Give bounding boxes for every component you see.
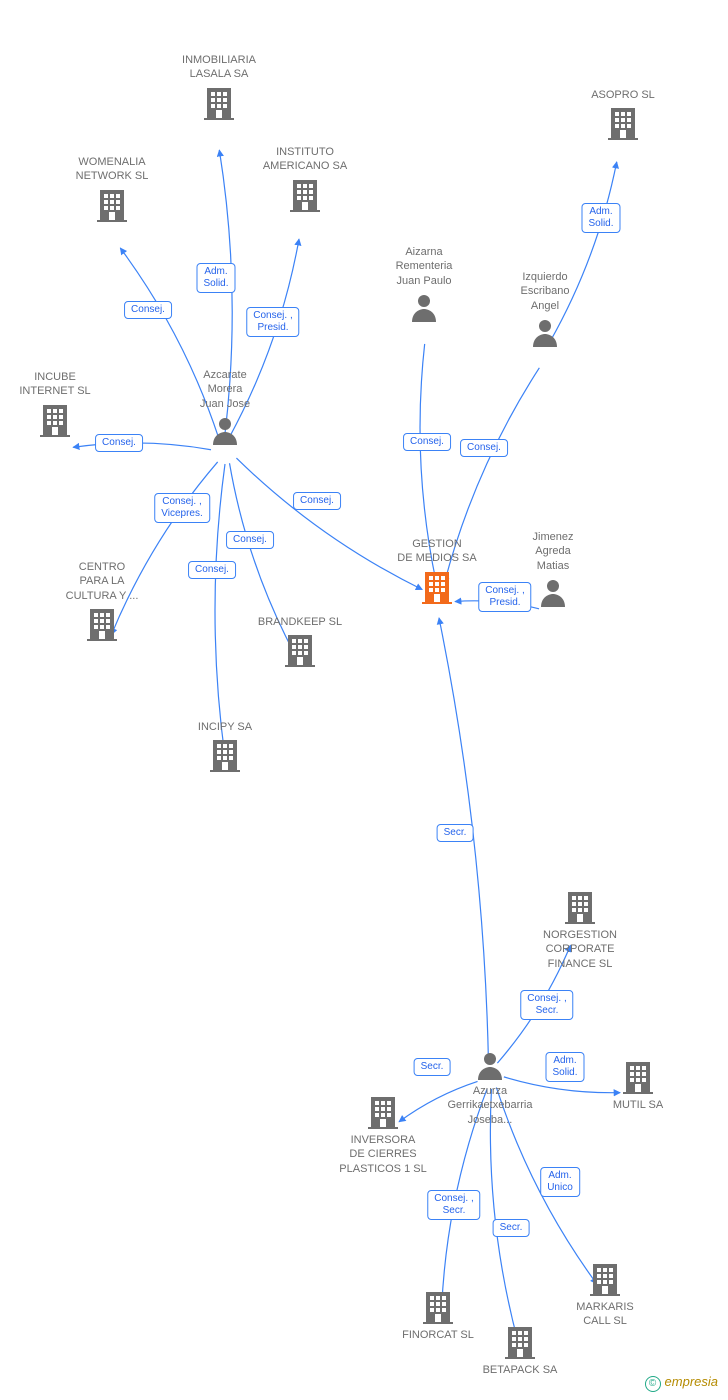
edge-label: Adm. Solid. — [545, 1052, 584, 1082]
node-label: AizarnaRementeriaJuan Paulo — [364, 245, 484, 288]
node-label: ASOPRO SL — [563, 88, 683, 102]
node-label: MUTIL SA — [578, 1098, 698, 1112]
edge-label: Consej. , Secr. — [520, 990, 573, 1020]
node-label: GESTIONDE MEDIOS SA — [377, 537, 497, 566]
edge-label: Secr. — [493, 1219, 530, 1237]
node-label: BRANDKEEP SL — [240, 615, 360, 629]
building-icon — [165, 738, 285, 772]
node-inversora[interactable]: INVERSORADE CIERRESPLASTICOS 1 SL — [323, 1095, 443, 1176]
edge-label: Consej. , Secr. — [427, 1190, 480, 1220]
node-mutil[interactable]: MUTIL SA — [578, 1060, 698, 1112]
node-label: CENTROPARA LACULTURA Y ... — [42, 560, 162, 603]
node-label: INVERSORADE CIERRESPLASTICOS 1 SL — [323, 1133, 443, 1176]
node-womenalia[interactable]: WOMENALIANETWORK SL — [52, 155, 172, 222]
node-incipy[interactable]: INCIPY SA — [165, 720, 285, 772]
node-markaris[interactable]: MARKARISCALL SL — [545, 1262, 665, 1329]
edge-azcarate-incipy — [215, 464, 225, 757]
building-icon — [0, 403, 115, 437]
node-label: IzquierdoEscribanoAngel — [485, 270, 605, 313]
building-icon — [42, 607, 162, 641]
node-betapack[interactable]: BETAPACK SA — [460, 1325, 580, 1377]
edge-label: Consej. — [124, 301, 172, 319]
node-aizarna[interactable]: AizarnaRementeriaJuan Paulo — [364, 245, 484, 322]
building-icon — [520, 890, 640, 924]
node-centro[interactable]: CENTROPARA LACULTURA Y ... — [42, 560, 162, 641]
building-icon — [378, 1290, 498, 1324]
edge-label: Consej. — [403, 433, 451, 451]
building-icon — [578, 1060, 698, 1094]
edge-label: Consej. — [95, 434, 143, 452]
node-brandkeep[interactable]: BRANDKEEP SL — [240, 615, 360, 667]
building-icon — [52, 188, 172, 222]
edge-label: Adm. Unico — [540, 1167, 580, 1197]
node-label: AzcarateMoreraJuan Jose — [165, 368, 285, 411]
node-label: AzurzaGerrikaetxebarriaJoseba... — [430, 1084, 550, 1127]
node-inmobiliaria[interactable]: INMOBILIARIALASALA SA — [159, 53, 279, 120]
node-incube[interactable]: INCUBEINTERNET SL — [0, 370, 115, 437]
building-icon — [563, 106, 683, 140]
node-label: INSTITUTOAMERICANO SA — [245, 145, 365, 174]
building-icon — [545, 1262, 665, 1296]
node-azcarate[interactable]: AzcarateMoreraJuan Jose — [165, 368, 285, 445]
edge-label: Adm. Solid. — [581, 203, 620, 233]
edge-label: Consej. , Presid. — [246, 307, 299, 337]
node-label: INCIPY SA — [165, 720, 285, 734]
watermark: © empresia — [645, 1374, 718, 1392]
node-instituto[interactable]: INSTITUTOAMERICANO SA — [245, 145, 365, 212]
node-norgestion[interactable]: NORGESTIONCORPORATEFINANCE SL — [520, 890, 640, 971]
edge-label: Consej. — [188, 561, 236, 579]
building-icon — [323, 1095, 443, 1129]
node-label: WOMENALIANETWORK SL — [52, 155, 172, 184]
watermark-text: empresia — [665, 1374, 718, 1389]
edge-label: Consej. — [460, 439, 508, 457]
node-asopro[interactable]: ASOPRO SL — [563, 88, 683, 140]
person-icon — [485, 317, 605, 347]
building-icon — [240, 633, 360, 667]
node-label: BETAPACK SA — [460, 1363, 580, 1377]
edge-label: Secr. — [414, 1058, 451, 1076]
building-icon — [159, 86, 279, 120]
node-label: JimenezAgredaMatias — [493, 530, 613, 573]
building-icon — [460, 1325, 580, 1359]
building-icon — [245, 178, 365, 212]
diagram-canvas: INMOBILIARIALASALA SA ASOPRO SL WOMENALI… — [0, 0, 728, 1400]
node-label: NORGESTIONCORPORATEFINANCE SL — [520, 928, 640, 971]
edge-label: Consej. , Presid. — [478, 582, 531, 612]
edge-label: Adm. Solid. — [196, 263, 235, 293]
edge-label: Consej. — [226, 531, 274, 549]
person-icon — [165, 415, 285, 445]
edge-label: Consej. — [293, 492, 341, 510]
node-label: INCUBEINTERNET SL — [0, 370, 115, 399]
person-icon — [364, 292, 484, 322]
node-izquierdo[interactable]: IzquierdoEscribanoAngel — [485, 270, 605, 347]
copyright-icon: © — [645, 1376, 661, 1392]
edge-label: Secr. — [437, 824, 474, 842]
edge-label: Consej. , Vicepres. — [154, 493, 210, 523]
node-label: INMOBILIARIALASALA SA — [159, 53, 279, 82]
